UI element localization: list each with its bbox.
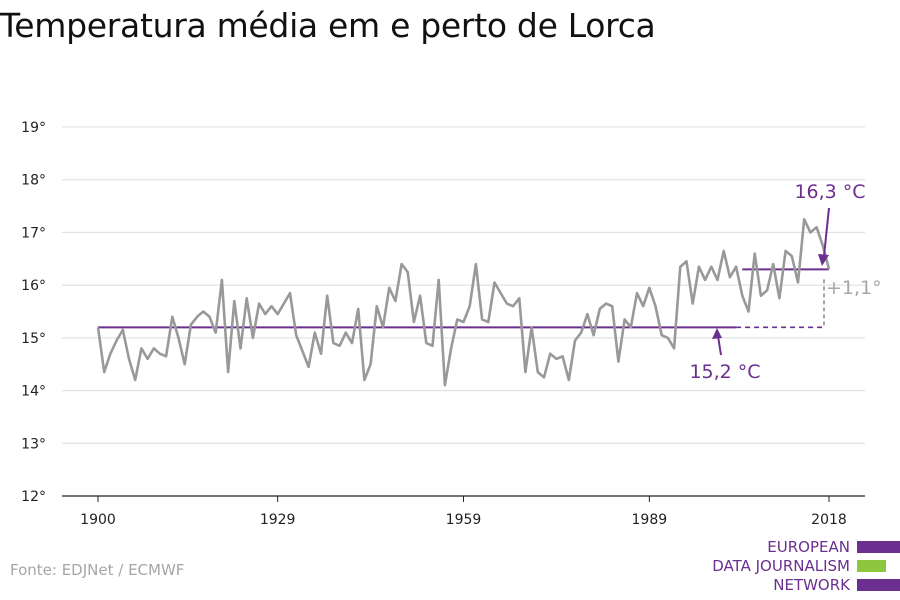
x-tick-label: 1900 bbox=[80, 512, 116, 528]
baseline-mean-arrow-shaft bbox=[717, 335, 722, 356]
logo-bar-top bbox=[857, 541, 900, 553]
y-tick-label: 15° bbox=[21, 331, 46, 347]
y-tick-label: 14° bbox=[21, 384, 46, 400]
y-tick-label: 19° bbox=[21, 120, 46, 136]
recent-mean-arrow-shaft bbox=[823, 207, 830, 257]
y-tick-label: 16° bbox=[21, 278, 46, 294]
y-tick-label: 17° bbox=[21, 225, 46, 241]
y-tick-label: 13° bbox=[21, 436, 46, 452]
grid-lines bbox=[62, 126, 865, 497]
series-layer bbox=[96, 218, 831, 387]
logo-bar-bottom bbox=[857, 579, 900, 591]
y-axis-ticks: 12° 13° 14° 15° 16° 17° 18° 19° bbox=[21, 120, 46, 505]
x-tick-label: 1959 bbox=[446, 512, 482, 528]
chart-area: 12° 13° 14° 15° 16° 17° 18° 19° 1900 1929 1959 198… bbox=[21, 120, 881, 528]
source-note: Fonte: EDJNet / ECMWF bbox=[10, 561, 185, 579]
difference-label: +1,1° bbox=[826, 277, 882, 299]
logo-line-3: NETWORK bbox=[773, 576, 850, 594]
baseline-mean-arrow-head bbox=[712, 328, 722, 339]
y-tick-label: 18° bbox=[21, 173, 46, 189]
recent-mean-arrow-head bbox=[818, 254, 829, 266]
logo-line-2: DATA JOURNALISM bbox=[712, 557, 850, 575]
x-tick-label: 1989 bbox=[632, 512, 668, 528]
edjnet-logo: EUROPEAN DATA JOURNALISM NETWORK bbox=[700, 538, 900, 598]
x-tick-label: 1929 bbox=[260, 512, 296, 528]
x-axis-ticks: 1900 1929 1959 1989 2018 bbox=[80, 496, 847, 528]
temperature-series-line bbox=[96, 218, 831, 387]
x-tick-label: 2018 bbox=[811, 512, 847, 528]
logo-bar-middle bbox=[857, 560, 886, 572]
annotations: +1,1° 16,3 °C 15,2 °C bbox=[689, 181, 881, 383]
recent-mean-label: 16,3 °C bbox=[794, 181, 865, 203]
baseline-mean-label: 15,2 °C bbox=[689, 361, 760, 383]
chart-title: Temperatura média em e perto de Lorca bbox=[0, 6, 656, 45]
logo-line-1: EUROPEAN bbox=[767, 538, 850, 556]
y-tick-label: 12° bbox=[21, 489, 46, 505]
